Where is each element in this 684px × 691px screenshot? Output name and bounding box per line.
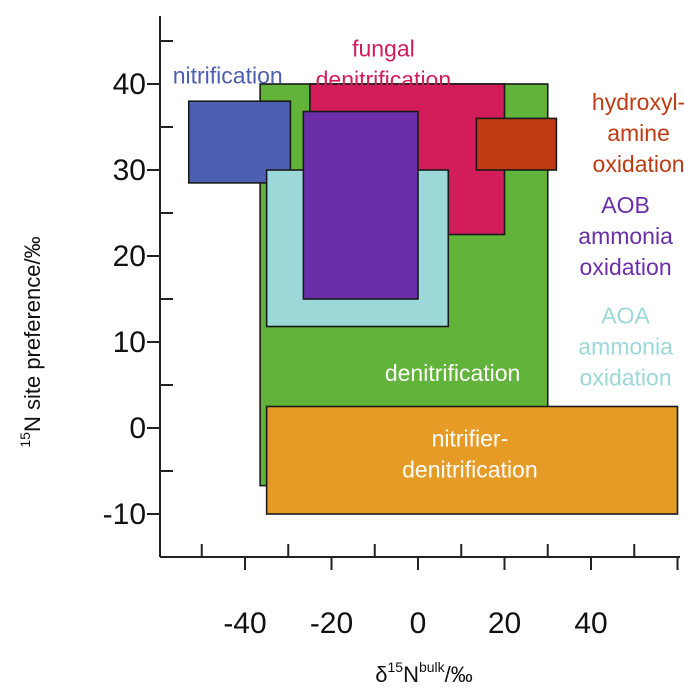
region-labels: denitrification fungal denitrification nitr… <box>173 36 684 483</box>
y-tick-label: 10 <box>113 326 146 359</box>
axis-ticks: -10 0 10 20 30 40 -40 -20 0 20 40 <box>103 40 679 640</box>
y-tick-label: 30 <box>113 154 146 187</box>
x-axis-title: δ15Nbulk/‰ <box>375 659 473 687</box>
region-label-fungal-denitrification: fungal denitrification <box>316 36 452 93</box>
region-label-aoa-ammonia-oxidation: AOA ammonia oxidation <box>578 302 673 390</box>
region-label-denitrification: denitrification <box>385 360 521 386</box>
x-tick-label: 20 <box>488 607 521 640</box>
region-box-aob-ammonia-oxidation <box>302 110 419 300</box>
x-tick-label: -40 <box>223 607 266 640</box>
region-label-aob-ammonia-oxidation: AOB ammonia oxidation <box>578 192 673 280</box>
x-tick-label: 0 <box>410 607 427 640</box>
region-box-hydroxylamine-oxidation <box>475 117 558 171</box>
y-tick-label: -10 <box>103 498 146 531</box>
x-tick-label: 40 <box>574 607 607 640</box>
region-label-nitrifier-denitrification: nitrifier-denitrification <box>402 425 538 482</box>
y-tick-label: 0 <box>129 412 146 445</box>
region-box-nitrifier-denitrification <box>265 405 679 515</box>
axes <box>159 16 680 558</box>
region-label-nitrification: nitrification <box>173 62 283 88</box>
region-label-hydroxylamine-oxidation: hydroxyl-amine oxidation <box>592 89 684 177</box>
y-axis-title: 15N site preference/‰ <box>17 236 45 447</box>
y-tick-label: 20 <box>113 240 146 273</box>
region-boxes <box>187 83 679 515</box>
y-tick-label: 40 <box>113 68 146 101</box>
x-tick-label: -20 <box>310 607 353 640</box>
